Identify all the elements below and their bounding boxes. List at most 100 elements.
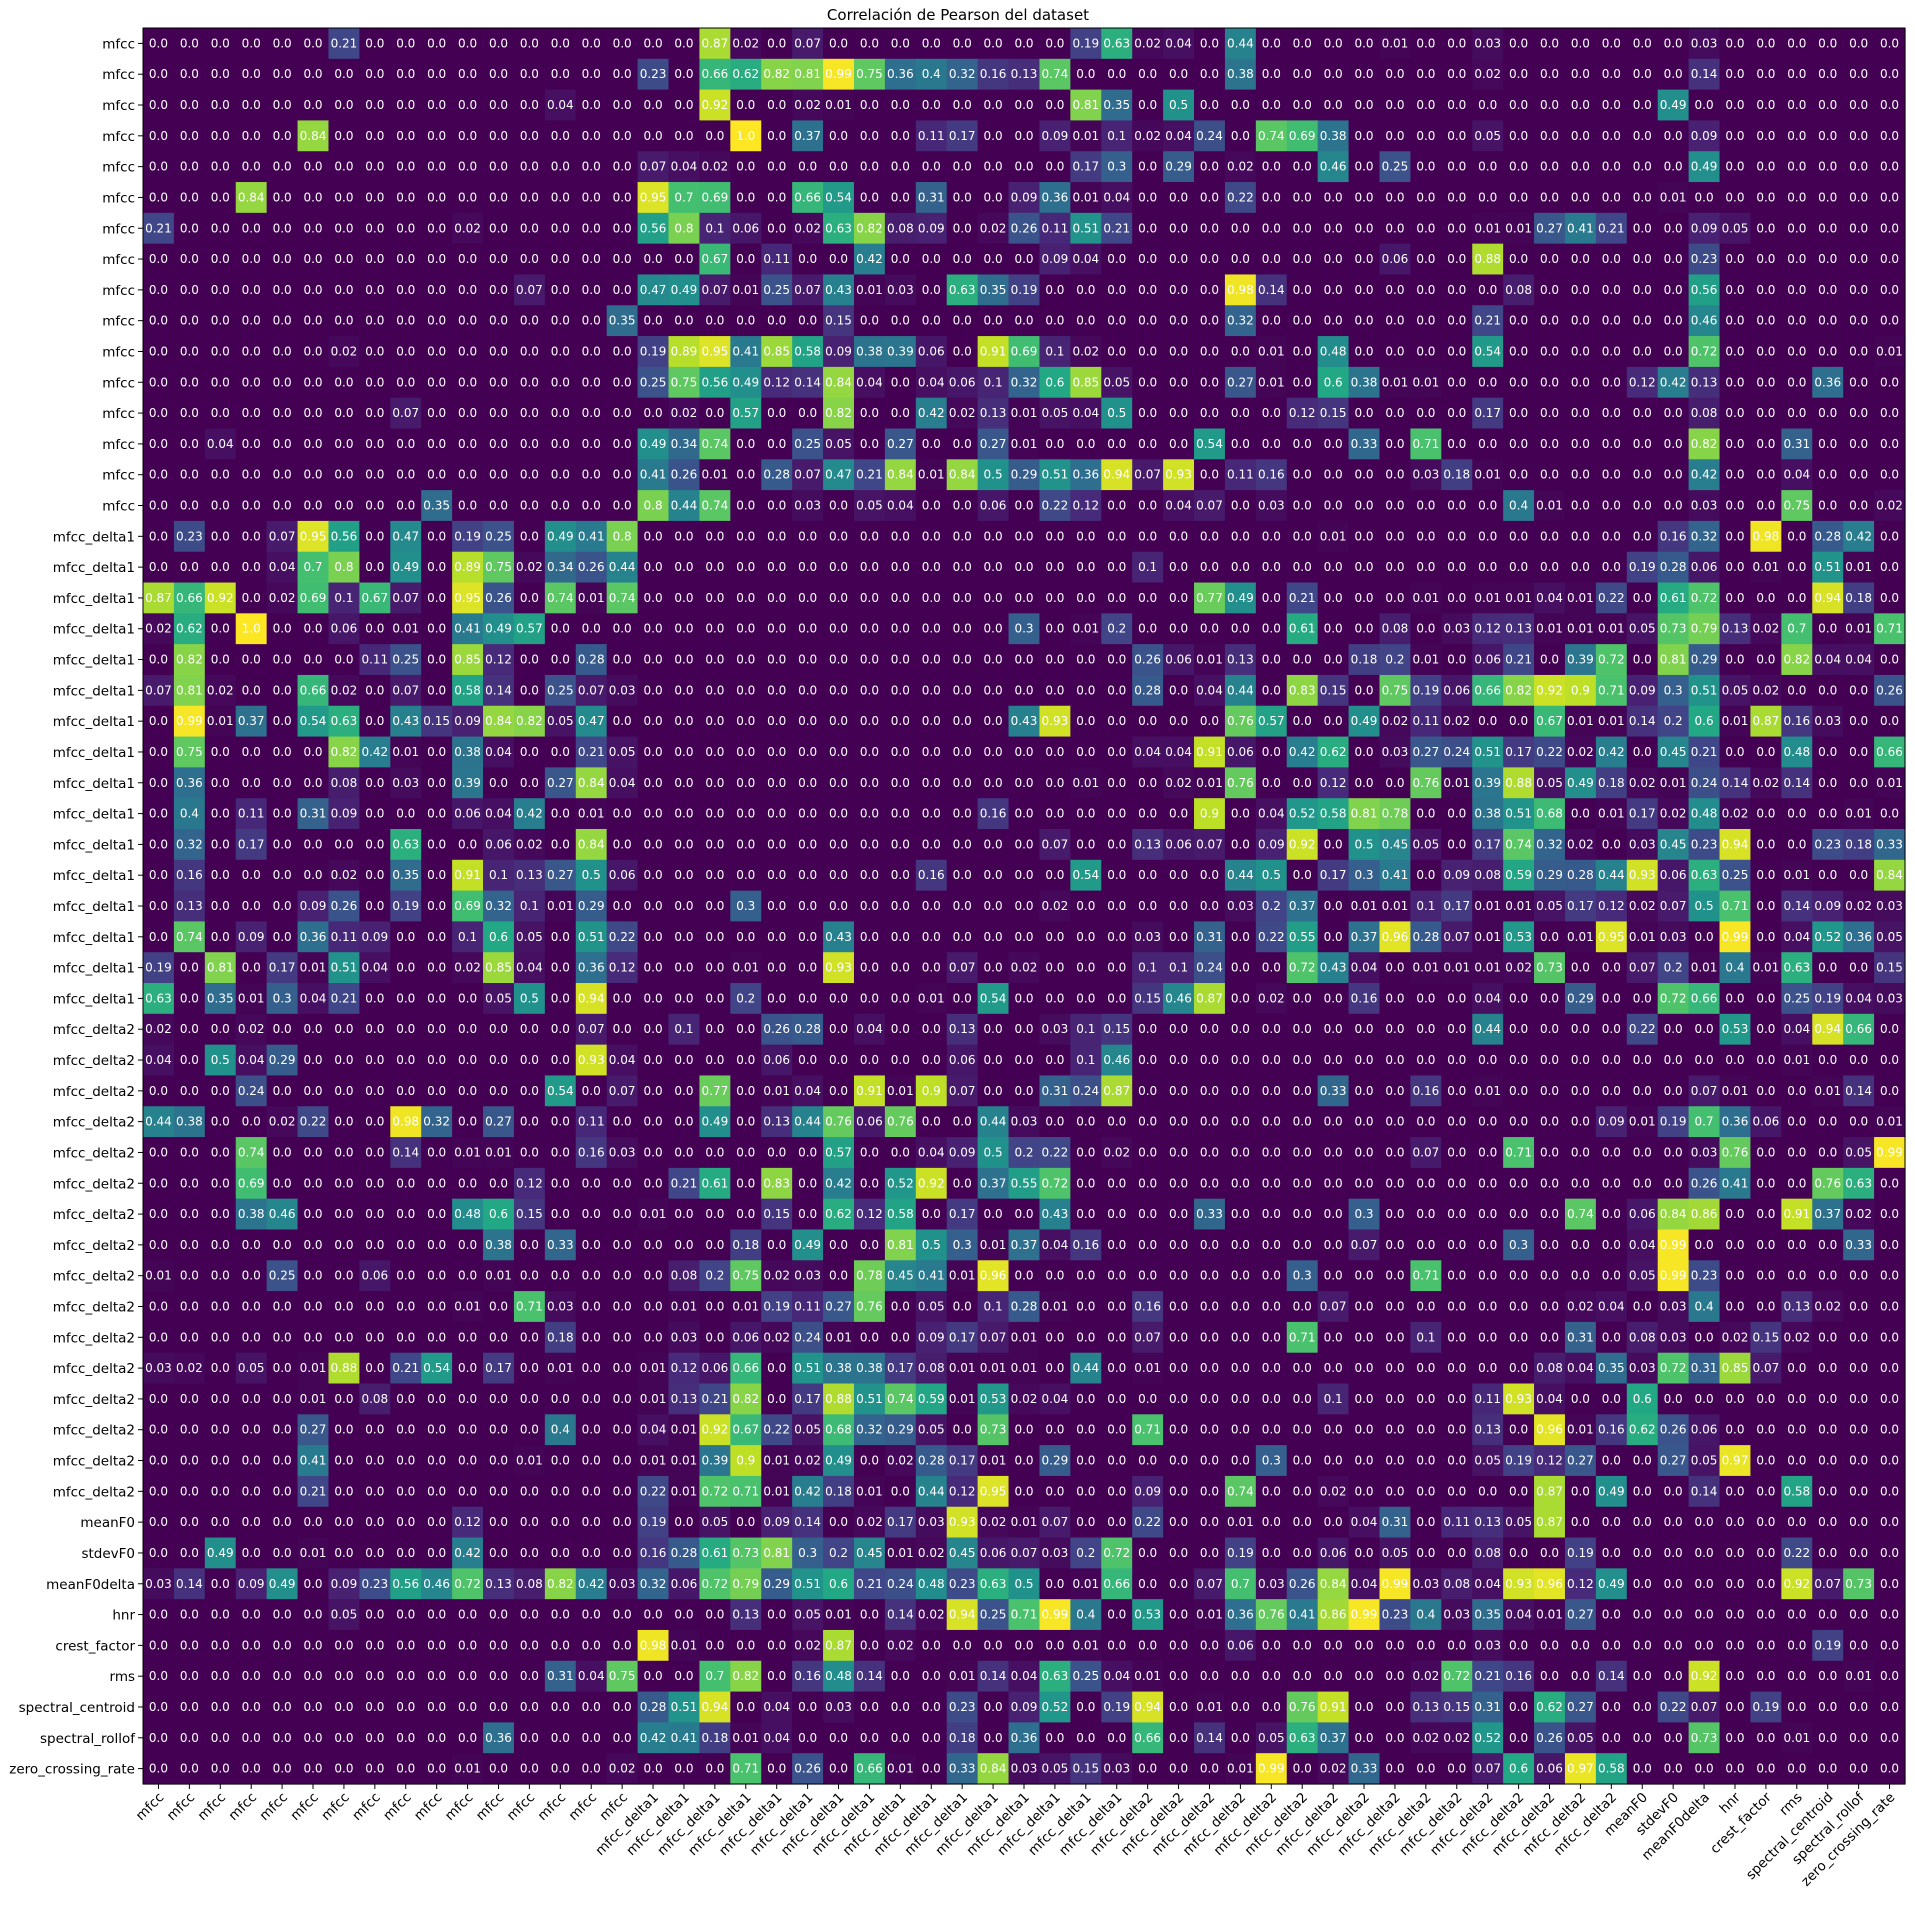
cell-value-label: 0.0 xyxy=(1262,560,1281,574)
cell-value-label: 0.0 xyxy=(273,67,292,81)
cell-value-label: 0.0 xyxy=(767,529,786,543)
cell-value-label: 0.16 xyxy=(176,868,203,882)
cell-value-label: 0.01 xyxy=(1567,930,1594,944)
cell-value-label: 0.95 xyxy=(640,190,667,204)
cell-value-label: 0.0 xyxy=(1633,67,1652,81)
cell-value-label: 0.0 xyxy=(365,560,384,574)
cell-value-label: 0.0 xyxy=(767,837,786,851)
heatmap-cell xyxy=(390,120,422,152)
cell-value-label: 0.0 xyxy=(1633,468,1652,482)
cell-value-label: 0.0 xyxy=(984,868,1003,882)
cell-value-label: 0.0 xyxy=(1756,591,1775,605)
cell-value-label: 0.0 xyxy=(1447,129,1466,143)
cell-value-label: 0.0 xyxy=(798,714,817,728)
cell-value-label: 0.0 xyxy=(1849,252,1868,266)
cell-value-label: 0.0 xyxy=(1107,868,1126,882)
cell-value-label: 0.56 xyxy=(702,375,729,389)
cell-value-label: 0.0 xyxy=(922,714,941,728)
cell-value-label: 0.78 xyxy=(1382,807,1409,821)
cell-value-label: 0.87 xyxy=(702,36,729,50)
cell-value-label: 0.0 xyxy=(242,437,261,451)
cell-value-label: 0.0 xyxy=(613,67,632,81)
cell-value-label: 0.12 xyxy=(609,961,636,975)
cell-value-label: 0.48 xyxy=(1783,745,1810,759)
cell-value-label: 0.06 xyxy=(485,837,512,851)
cell-value-label: 0.0 xyxy=(1293,499,1312,513)
heatmap-cell xyxy=(946,89,979,122)
cell-value-label: 0.0 xyxy=(1602,252,1621,266)
cell-value-label: 0.0 xyxy=(922,283,941,297)
cell-value-label: 0.0 xyxy=(1293,653,1312,667)
cell-value-label: 0.25 xyxy=(547,683,574,697)
cell-value-label: 0.0 xyxy=(613,190,632,204)
cell-value-label: 0.13 xyxy=(516,868,543,882)
cell-value-label: 0.0 xyxy=(1849,160,1868,174)
cell-value-label: 0.0 xyxy=(1509,314,1528,328)
cell-value-label: 0.01 xyxy=(702,468,729,482)
cell-value-label: 0.0 xyxy=(1664,252,1683,266)
cell-value-label: 0.0 xyxy=(798,160,817,174)
cell-value-label: 0.0 xyxy=(273,807,292,821)
cell-value-label: 0.16 xyxy=(1783,714,1810,728)
cell-value-label: 0.0 xyxy=(1076,930,1095,944)
cell-value-label: 0.0 xyxy=(984,190,1003,204)
cell-value-label: 0.0 xyxy=(1787,344,1806,358)
heatmap-cell xyxy=(637,58,670,91)
heatmap-cell xyxy=(1781,28,1813,60)
cell-value-label: 0.0 xyxy=(180,560,199,574)
cell-value-label: 0.0 xyxy=(365,714,384,728)
cell-value-label: 0.0 xyxy=(1633,344,1652,358)
cell-value-label: 0.16 xyxy=(980,67,1007,81)
cell-value-label: 0.41 xyxy=(454,622,481,636)
cell-value-label: 0.07 xyxy=(1042,837,1069,851)
cell-value-label: 0.0 xyxy=(427,837,446,851)
cell-value-label: 0.0 xyxy=(891,252,910,266)
cell-value-label: 0.84 xyxy=(1876,868,1903,882)
cell-value-label: 0.0 xyxy=(458,499,477,513)
cell-value-label: 0.0 xyxy=(1447,499,1466,513)
cell-value-label: 0.03 xyxy=(1660,930,1687,944)
cell-value-label: 0.5 xyxy=(1354,837,1373,851)
cell-value-label: 0.05 xyxy=(1722,221,1749,235)
cell-value-label: 0.0 xyxy=(984,683,1003,697)
cell-value-label: 0.0 xyxy=(551,837,570,851)
cell-value-label: 0.0 xyxy=(1293,776,1312,790)
heatmap-cell xyxy=(359,120,391,152)
cell-value-label: 0.24 xyxy=(1196,961,1223,975)
cell-value-label: 0.0 xyxy=(953,344,972,358)
cell-value-label: 0.0 xyxy=(520,653,539,667)
cell-value-label: 0.0 xyxy=(365,344,384,358)
heatmap-cell xyxy=(483,28,515,60)
cell-value-label: 0.0 xyxy=(1695,190,1714,204)
cell-value-label: 0.0 xyxy=(551,930,570,944)
cell-value-label: 0.0 xyxy=(1416,221,1435,235)
cell-value-label: 0.0 xyxy=(613,283,632,297)
cell-value-label: 0.91 xyxy=(980,344,1007,358)
heatmap-cell xyxy=(884,120,917,152)
cell-value-label: 0.0 xyxy=(1045,868,1064,882)
cell-value-label: 0.0 xyxy=(1509,129,1528,143)
cell-value-label: 0.0 xyxy=(1756,437,1775,451)
cell-value-label: 0.32 xyxy=(1011,375,1038,389)
cell-value-label: 0.0 xyxy=(1293,529,1312,543)
cell-value-label: 0.47 xyxy=(640,283,667,297)
cell-value-label: 0.88 xyxy=(1505,776,1532,790)
cell-value-label: 0.44 xyxy=(1227,868,1254,882)
cell-value-label: 0.38 xyxy=(1227,67,1254,81)
cell-value-label: 0.0 xyxy=(798,653,817,667)
cell-value-label: 0.0 xyxy=(396,437,415,451)
cell-value-label: 0.69 xyxy=(454,899,481,913)
cell-value-label: 0.0 xyxy=(1478,98,1497,112)
cell-value-label: 0.74 xyxy=(609,591,636,605)
cell-value-label: 0.0 xyxy=(613,499,632,513)
cell-value-label: 0.0 xyxy=(1849,776,1868,790)
cell-value-label: 0.0 xyxy=(767,653,786,667)
cell-value-label: 0.0 xyxy=(1231,529,1250,543)
cell-value-label: 0.9 xyxy=(1571,683,1590,697)
cell-value-label: 0.51 xyxy=(1072,221,1099,235)
heatmap-cell xyxy=(328,120,360,152)
cell-value-label: 0.07 xyxy=(1196,499,1223,513)
cell-value-label: 0.0 xyxy=(644,930,663,944)
cell-value-label: 0.05 xyxy=(1103,375,1130,389)
cell-value-label: 0.03 xyxy=(1814,714,1841,728)
